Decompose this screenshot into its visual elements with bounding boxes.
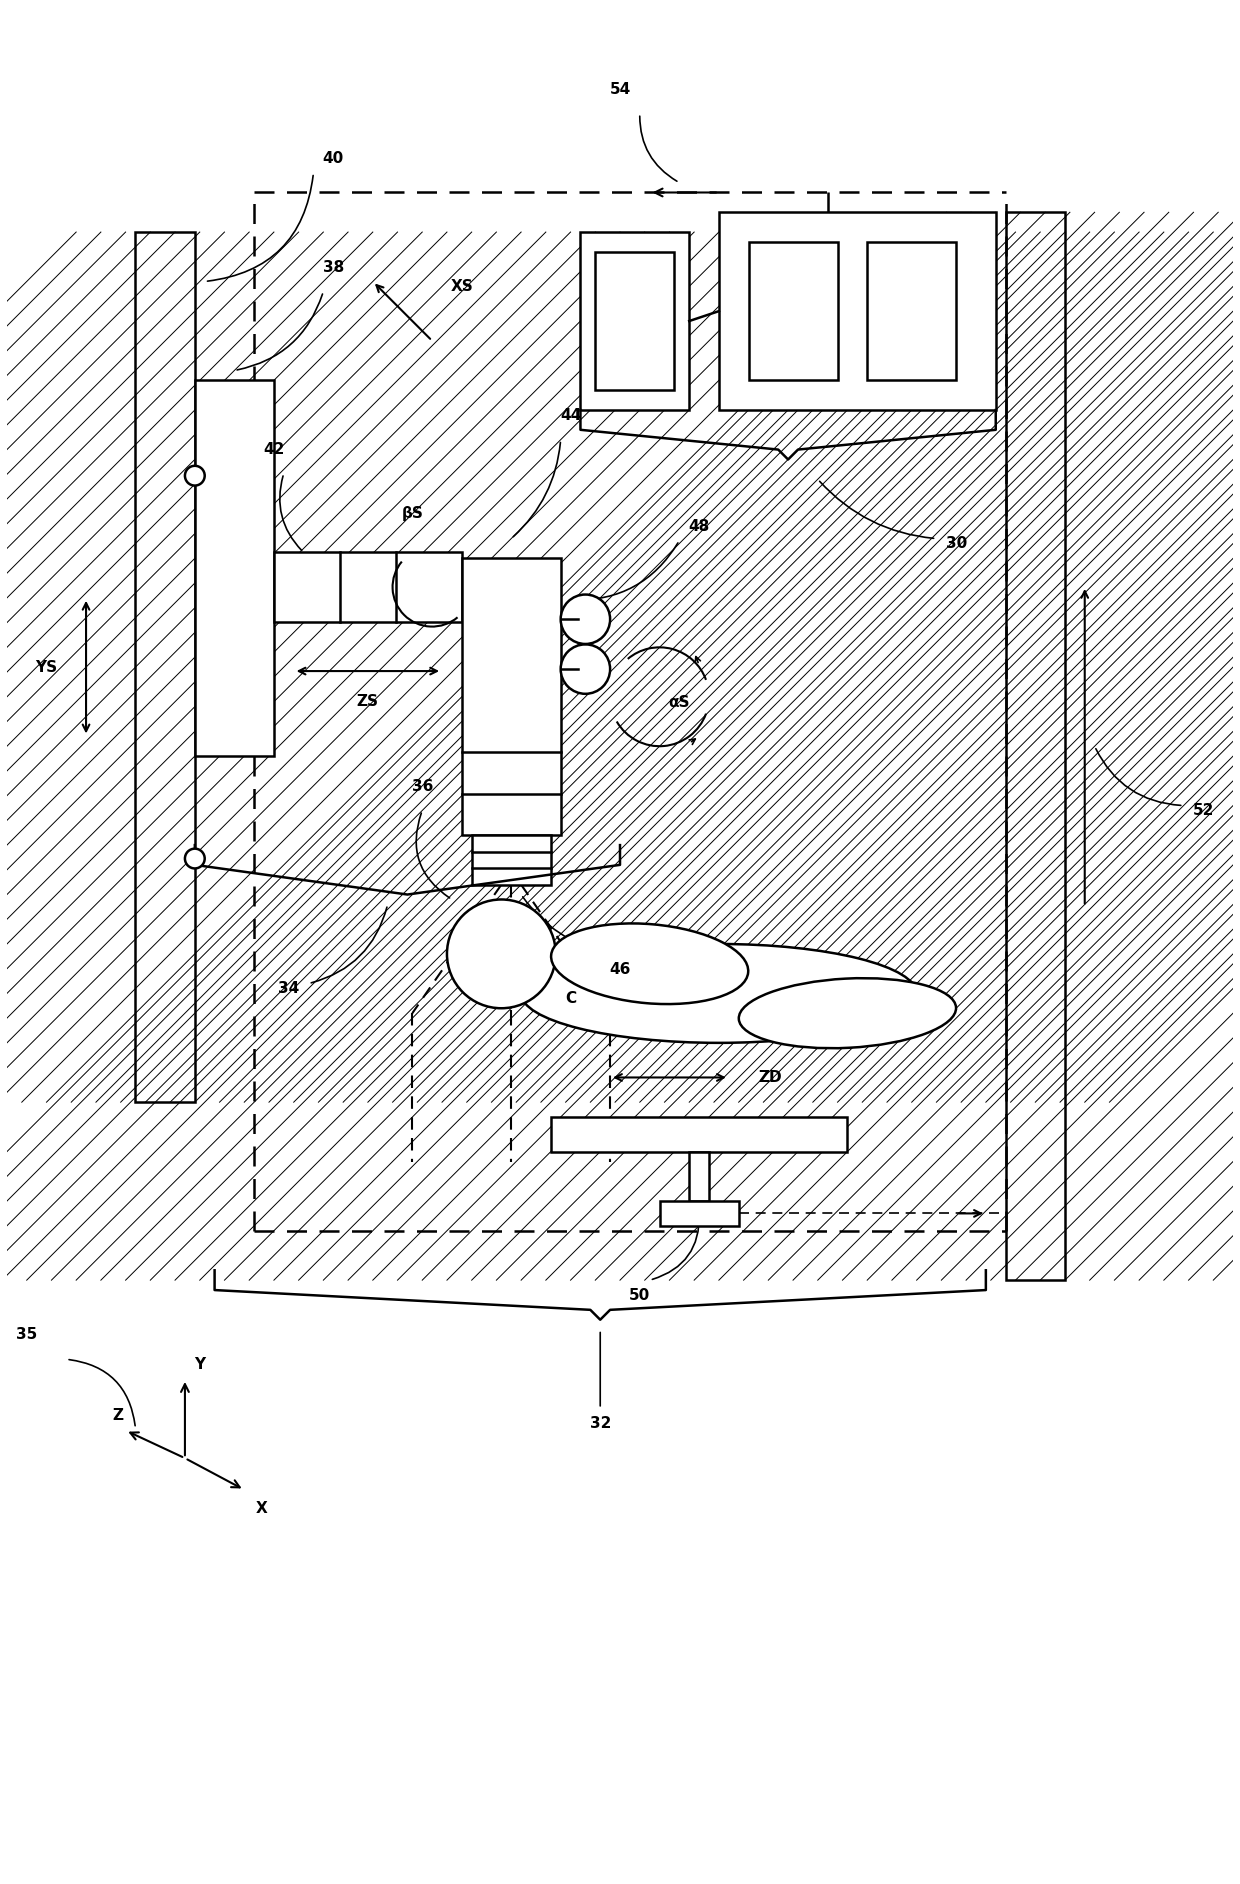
Bar — [551, 1117, 847, 1151]
Bar — [719, 213, 996, 411]
Text: 48: 48 — [688, 518, 709, 533]
Text: X: X — [257, 1502, 268, 1517]
Ellipse shape — [551, 923, 748, 1004]
Text: 40: 40 — [322, 151, 343, 166]
Text: C: C — [565, 991, 577, 1006]
Text: βS: βS — [402, 505, 423, 520]
Circle shape — [185, 848, 205, 869]
Text: 30: 30 — [946, 537, 967, 552]
Bar — [660, 1202, 739, 1226]
Text: 52: 52 — [1193, 803, 1214, 818]
Bar — [580, 232, 689, 411]
Bar — [195, 381, 274, 755]
Text: αS: αS — [668, 695, 691, 710]
Text: 46: 46 — [609, 961, 631, 976]
Text: 38: 38 — [322, 260, 343, 275]
Text: ZS: ZS — [357, 693, 379, 708]
Bar — [689, 1151, 709, 1202]
Circle shape — [446, 899, 556, 1008]
Text: XS: XS — [450, 279, 474, 294]
Text: 36: 36 — [412, 778, 433, 793]
Circle shape — [560, 644, 610, 693]
Text: 34: 34 — [278, 982, 299, 997]
Bar — [595, 252, 675, 390]
Text: 35: 35 — [16, 1328, 37, 1343]
Bar — [867, 241, 956, 381]
Text: YS: YS — [36, 659, 57, 674]
Bar — [1006, 213, 1065, 1279]
Text: 50: 50 — [629, 1289, 651, 1304]
Text: 54: 54 — [609, 81, 631, 96]
Text: ZD: ZD — [759, 1070, 782, 1085]
Text: Z: Z — [112, 1407, 123, 1422]
Text: Y: Y — [195, 1356, 206, 1372]
Bar — [749, 241, 837, 381]
Circle shape — [560, 595, 610, 644]
Circle shape — [185, 465, 205, 486]
Bar — [135, 232, 195, 1102]
Bar — [471, 835, 551, 885]
Ellipse shape — [521, 944, 916, 1044]
Bar — [461, 558, 560, 835]
Ellipse shape — [739, 978, 956, 1048]
Text: 44: 44 — [560, 409, 582, 422]
Text: 32: 32 — [589, 1417, 611, 1432]
Bar — [274, 552, 461, 622]
Text: 42: 42 — [263, 441, 285, 456]
